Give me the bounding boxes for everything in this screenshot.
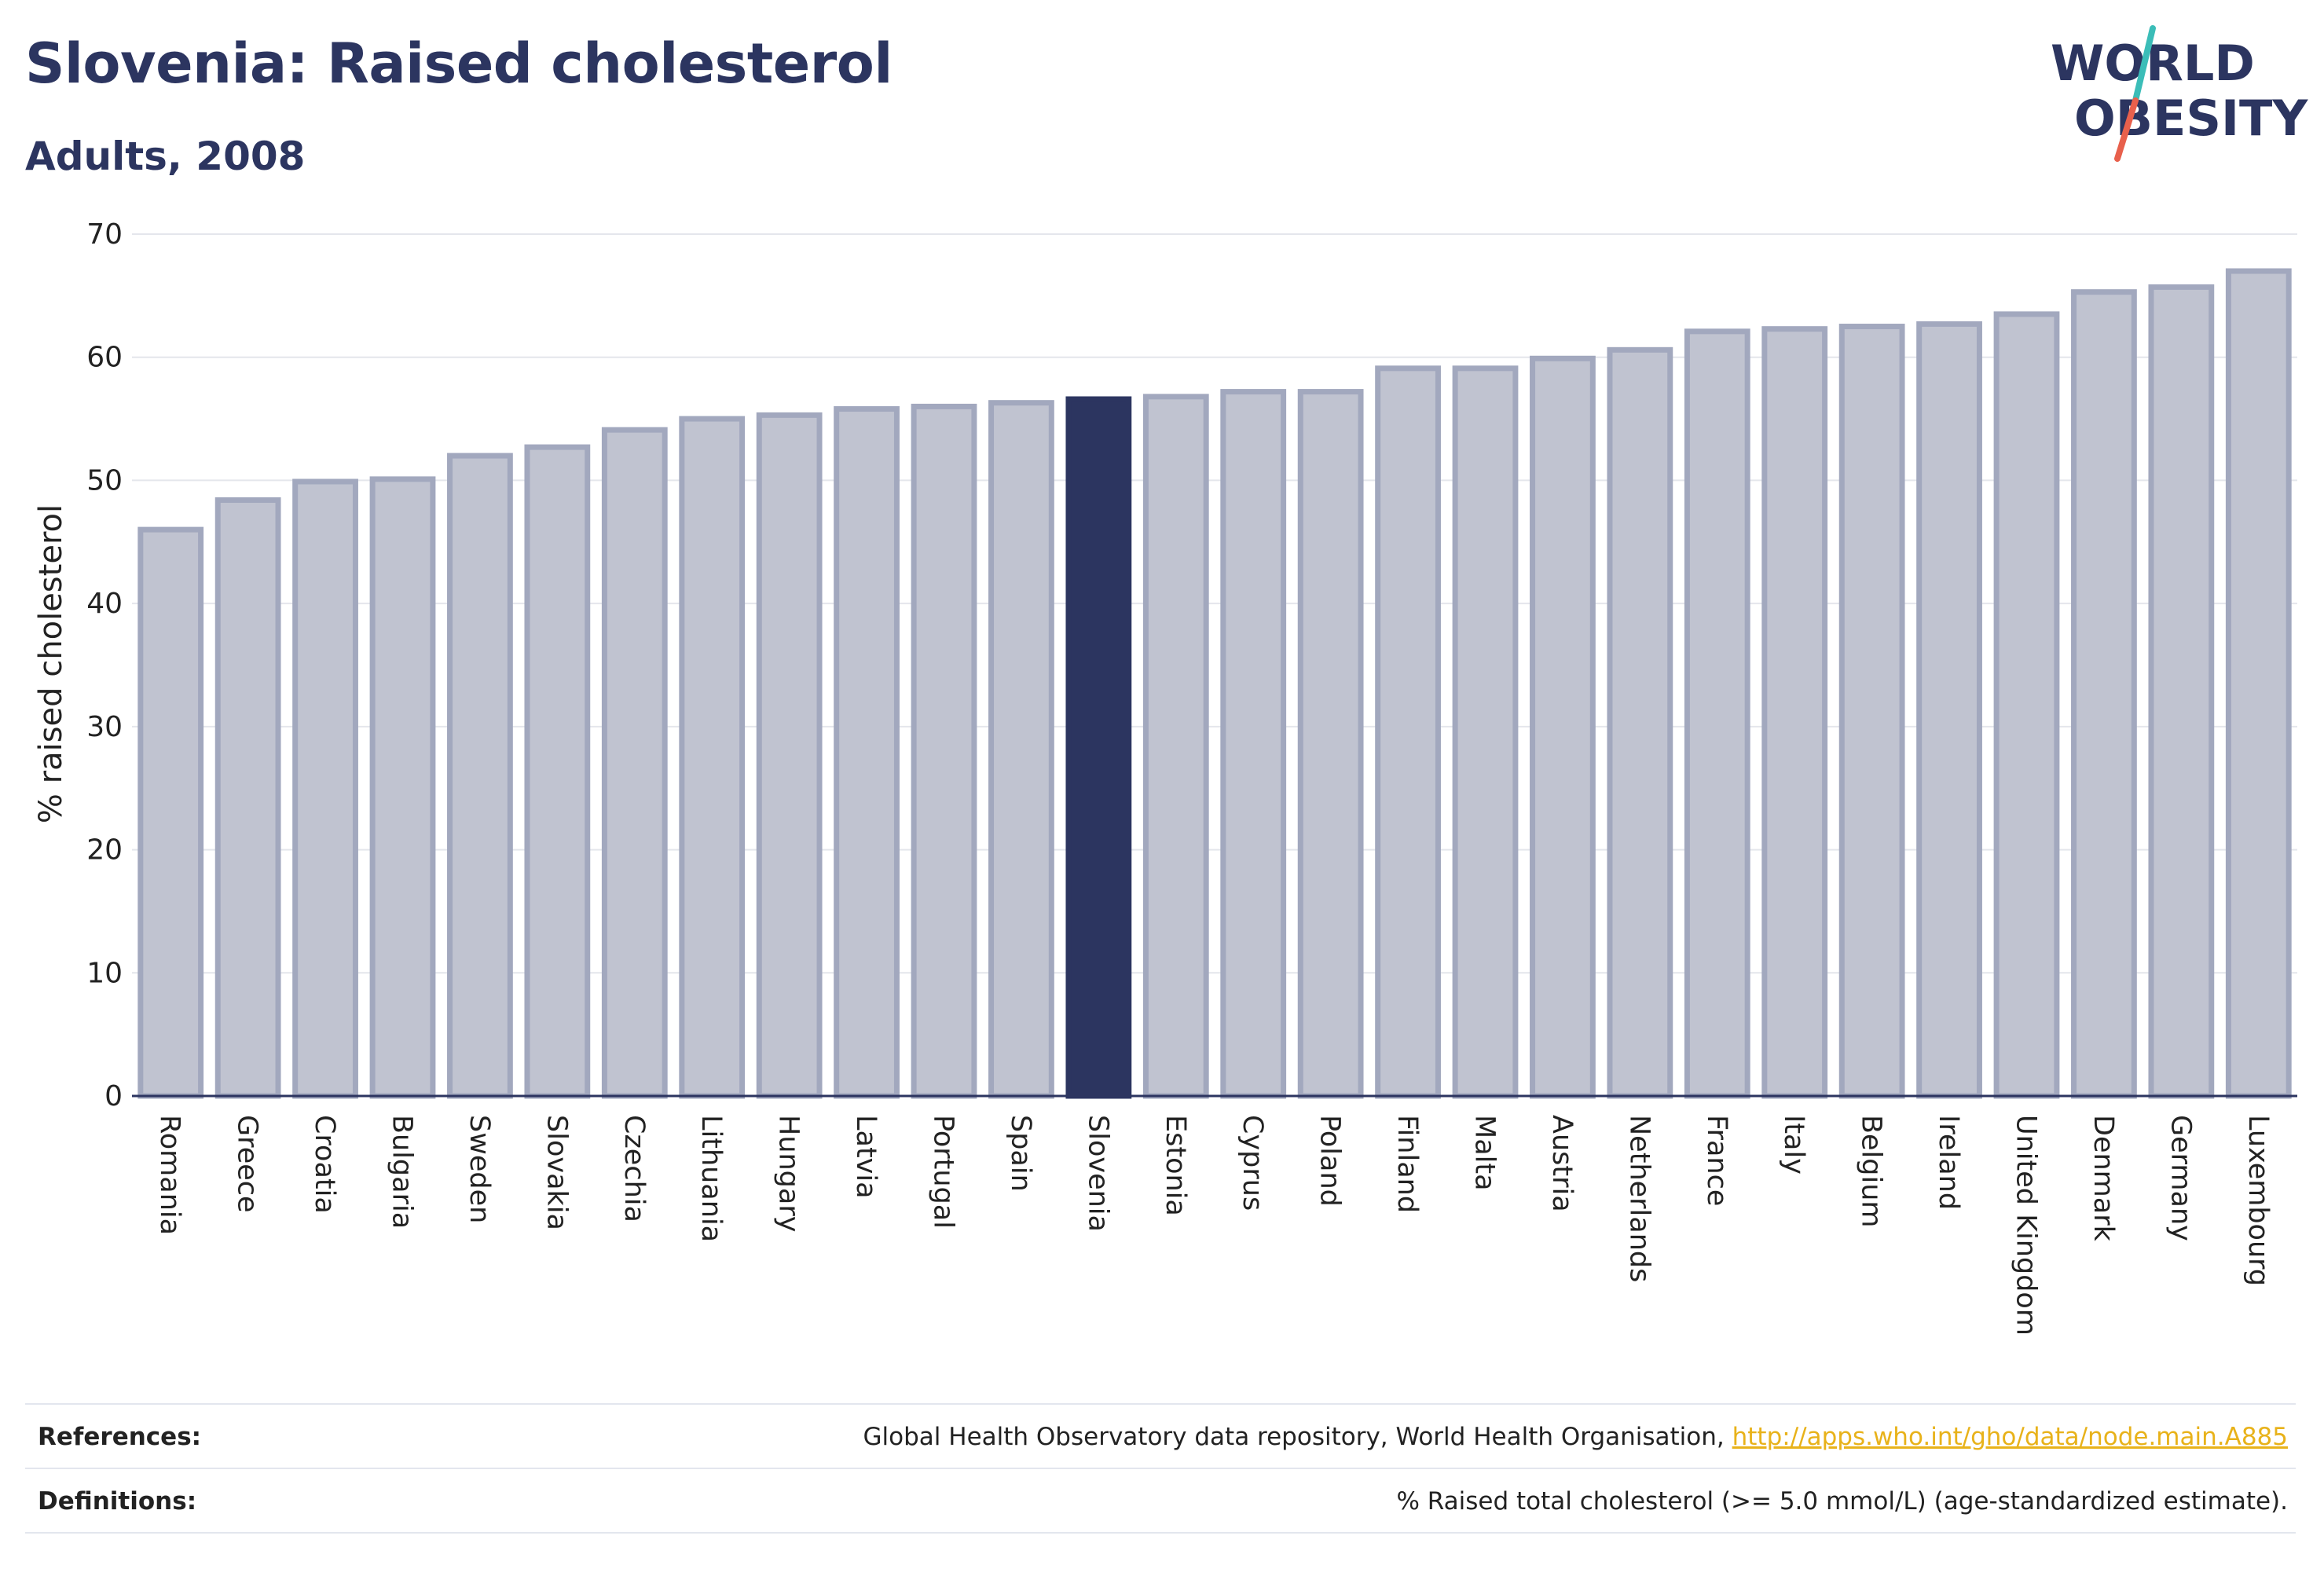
bars xyxy=(137,268,2292,1099)
bar-hungary[interactable] xyxy=(756,412,823,1099)
x-tick-label: Austria xyxy=(1546,1115,1578,1212)
references-value: Global Health Observatory data repositor… xyxy=(863,1423,2296,1451)
x-tick-label: Malta xyxy=(1469,1115,1501,1191)
x-tick-label: Greece xyxy=(232,1115,263,1213)
bar-ireland[interactable] xyxy=(1916,321,1982,1099)
x-tick-label: Czechia xyxy=(618,1115,650,1222)
bar-poland[interactable] xyxy=(1297,389,1364,1099)
x-tick-label: Luxembourg xyxy=(2242,1115,2274,1286)
x-tick-label: Cyprus xyxy=(1237,1115,1268,1211)
x-tick-label: Croatia xyxy=(309,1115,340,1214)
y-tick-label: 70 xyxy=(86,218,123,251)
x-tick-label: Finland xyxy=(1391,1115,1423,1213)
bar-malta[interactable] xyxy=(1452,365,1519,1099)
bar-netherlands[interactable] xyxy=(1607,346,1673,1099)
x-tick-label: Hungary xyxy=(773,1115,805,1232)
bar-luxembourg[interactable] xyxy=(2225,268,2292,1099)
x-tick-label: Ireland xyxy=(1933,1115,1964,1210)
world-obesity-logo: WORLD OBESITY xyxy=(2051,25,2308,162)
bar-croatia[interactable] xyxy=(292,478,358,1099)
bar-bulgaria[interactable] xyxy=(369,476,436,1099)
bar-greece[interactable] xyxy=(214,497,281,1099)
logo-slash-red xyxy=(2114,97,2139,162)
references-row: References: Global Health Observatory da… xyxy=(25,1403,2296,1469)
bar-belgium[interactable] xyxy=(1838,324,1905,1099)
logo-slash-teal xyxy=(2132,25,2156,104)
chart-subtitle: Adults, 2008 xyxy=(25,134,306,179)
bar-finland[interactable] xyxy=(1375,365,1441,1099)
bar-slovakia[interactable] xyxy=(524,444,591,1099)
bar-lithuania[interactable] xyxy=(679,416,746,1099)
definitions-label: Definitions: xyxy=(38,1487,197,1516)
bar-latvia[interactable] xyxy=(834,406,900,1099)
x-tick-label: Lithuania xyxy=(695,1115,727,1242)
y-tick-label: 0 xyxy=(104,1080,123,1112)
x-tick-label: Slovakia xyxy=(541,1115,572,1230)
axes: 0 10 20 30 40 50 60 70 Romania Greece Croatia Bulga… xyxy=(86,218,2297,1336)
y-tick-label: 20 xyxy=(86,834,123,867)
definitions-text: % Raised total cholesterol (>= 5.0 mmol/… xyxy=(1396,1487,2288,1516)
y-tick-label: 40 xyxy=(86,588,123,620)
references-link[interactable]: http://apps.who.int/gho/data/node.main.A… xyxy=(1732,1423,2288,1451)
x-tick-label: Belgium xyxy=(1856,1115,1887,1228)
references-text: Global Health Observatory data repositor… xyxy=(863,1423,1732,1451)
x-tick-label: United Kingdom xyxy=(2011,1115,2042,1336)
x-tick-label: Sweden xyxy=(464,1115,495,1223)
bar-chart: 0 10 20 30 40 50 60 70 Romania Greece Croatia Bulga… xyxy=(33,218,2297,1336)
chart-title: Slovenia: Raised cholesterol xyxy=(25,31,893,96)
x-tick-label: Netherlands xyxy=(1623,1115,1655,1282)
x-tick-label: France xyxy=(1701,1115,1732,1206)
definitions-row: Definitions: % Raised total cholesterol … xyxy=(25,1468,2296,1534)
bar-denmark[interactable] xyxy=(2071,289,2137,1099)
logo-text-obesity: OBESITY xyxy=(2074,90,2308,147)
x-tick-label: Estonia xyxy=(1160,1115,1191,1216)
bar-sweden[interactable] xyxy=(447,453,513,1099)
x-tick-label: Germany xyxy=(2165,1115,2196,1241)
bar-united-kingdom[interactable] xyxy=(1993,311,2060,1099)
bar-portugal[interactable] xyxy=(911,403,977,1099)
bar-spain[interactable] xyxy=(988,400,1054,1099)
x-tick-label: Portugal xyxy=(928,1115,959,1229)
y-tick-label: 30 xyxy=(86,711,123,743)
references-label: References: xyxy=(38,1423,202,1451)
logo-text-world: WORLD xyxy=(2051,35,2255,92)
bar-czechia[interactable] xyxy=(601,427,668,1099)
bar-slovenia[interactable] xyxy=(1065,396,1132,1099)
x-tick-label: Latvia xyxy=(850,1115,882,1199)
bar-cyprus[interactable] xyxy=(1220,389,1287,1099)
x-tick-label: Romania xyxy=(154,1115,185,1235)
x-tick-label: Italy xyxy=(1778,1115,1809,1175)
bar-france[interactable] xyxy=(1684,328,1750,1099)
y-tick-label: 50 xyxy=(86,464,123,497)
x-tick-label: Slovenia xyxy=(1082,1115,1113,1232)
y-tick-label: 60 xyxy=(86,342,123,374)
bar-germany[interactable] xyxy=(2148,284,2215,1099)
footer-divider xyxy=(25,1532,2296,1534)
x-tick-label: Bulgaria xyxy=(387,1115,418,1229)
bar-italy[interactable] xyxy=(1761,326,1828,1099)
x-tick-label: Spain xyxy=(1005,1115,1036,1192)
bar-estonia[interactable] xyxy=(1142,394,1209,1099)
y-tick-label: 10 xyxy=(86,957,123,989)
bar-austria[interactable] xyxy=(1530,355,1596,1099)
x-tick-label: Denmark xyxy=(2088,1115,2119,1242)
bar-romania[interactable] xyxy=(137,526,204,1099)
x-tick-label: Poland xyxy=(1314,1115,1346,1207)
y-axis-label: % raised cholesterol xyxy=(33,504,69,823)
